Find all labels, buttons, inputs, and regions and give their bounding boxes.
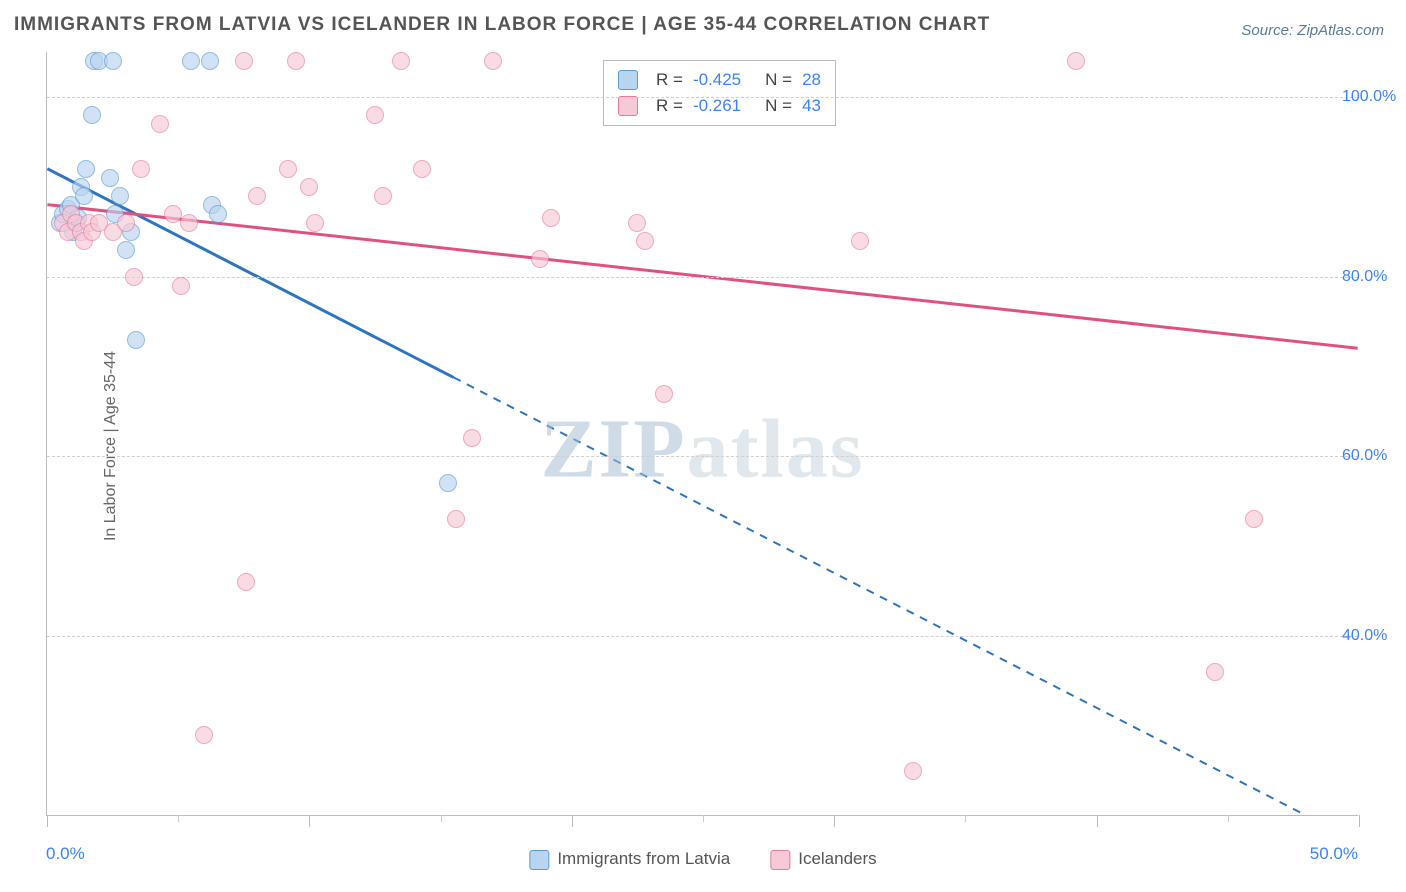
x-tick-minor	[1228, 815, 1229, 822]
data-point	[306, 214, 324, 232]
x-tick-major	[1097, 815, 1098, 827]
x-tick-minor	[703, 815, 704, 822]
x-tick-minor	[178, 815, 179, 822]
data-point	[75, 187, 93, 205]
data-point	[279, 160, 297, 178]
x-tick-major	[572, 815, 573, 827]
data-point	[172, 277, 190, 295]
data-point	[287, 52, 305, 70]
data-point	[111, 187, 129, 205]
data-point	[117, 241, 135, 259]
gridline-h	[47, 636, 1358, 637]
data-point	[77, 160, 95, 178]
trend-lines-layer	[47, 52, 1358, 815]
x-tick-major	[309, 815, 310, 827]
watermark: ZIPatlas	[540, 400, 864, 497]
data-point	[392, 52, 410, 70]
data-point	[636, 232, 654, 250]
y-tick-label: 60.0%	[1342, 447, 1406, 465]
data-point	[1067, 52, 1085, 70]
x-tick-major	[834, 815, 835, 827]
legend-item-latvia: Immigrants from Latvia	[529, 849, 730, 870]
series-legend: Immigrants from Latvia Icelanders	[529, 849, 876, 870]
correlation-legend: R = -0.425N = 28R = -0.261N = 43	[603, 60, 836, 126]
legend-swatch-latvia	[529, 850, 549, 870]
data-point	[851, 232, 869, 250]
y-tick-label: 80.0%	[1342, 268, 1406, 286]
x-tick-major	[47, 815, 48, 827]
data-point	[904, 762, 922, 780]
gridline-h	[47, 456, 1358, 457]
legend-swatch	[618, 96, 638, 116]
data-point	[180, 214, 198, 232]
data-point	[101, 169, 119, 187]
y-tick-label: 100.0%	[1342, 88, 1406, 106]
data-point	[209, 205, 227, 223]
source-credit: Source: ZipAtlas.com	[1241, 22, 1384, 39]
data-point	[237, 573, 255, 591]
legend-swatch	[618, 70, 638, 90]
data-point	[195, 726, 213, 744]
data-point	[439, 474, 457, 492]
data-point	[83, 106, 101, 124]
data-point	[125, 268, 143, 286]
data-point	[628, 214, 646, 232]
data-point	[1245, 510, 1263, 528]
data-point	[463, 429, 481, 447]
x-tick-minor	[965, 815, 966, 822]
data-point	[531, 250, 549, 268]
data-point	[484, 52, 502, 70]
data-point	[201, 52, 219, 70]
data-point	[104, 52, 122, 70]
x-axis-min-label: 0.0%	[46, 844, 85, 864]
data-point	[1206, 663, 1224, 681]
gridline-h	[47, 97, 1358, 98]
scatter-plot-area: ZIPatlas R = -0.425N = 28R = -0.261N = 4…	[46, 52, 1358, 816]
data-point	[132, 160, 150, 178]
legend-swatch-icelanders	[770, 850, 790, 870]
data-point	[235, 52, 253, 70]
x-tick-major	[1359, 815, 1360, 827]
chart-title: IMMIGRANTS FROM LATVIA VS ICELANDER IN L…	[14, 14, 990, 36]
data-point	[127, 331, 145, 349]
y-tick-label: 40.0%	[1342, 627, 1406, 645]
x-tick-minor	[441, 815, 442, 822]
correlation-row: R = -0.425N = 28	[618, 67, 821, 93]
x-axis-max-label: 50.0%	[1310, 844, 1358, 864]
data-point	[151, 115, 169, 133]
data-point	[366, 106, 384, 124]
source-label: Source:	[1241, 22, 1297, 39]
data-point	[300, 178, 318, 196]
data-point	[182, 52, 200, 70]
data-point	[655, 385, 673, 403]
legend-item-icelanders: Icelanders	[770, 849, 876, 870]
data-point	[447, 510, 465, 528]
gridline-h	[47, 277, 1358, 278]
data-point	[374, 187, 392, 205]
source-link[interactable]: ZipAtlas.com	[1297, 22, 1384, 39]
data-point	[248, 187, 266, 205]
data-point	[413, 160, 431, 178]
data-point	[542, 209, 560, 227]
data-point	[117, 214, 135, 232]
